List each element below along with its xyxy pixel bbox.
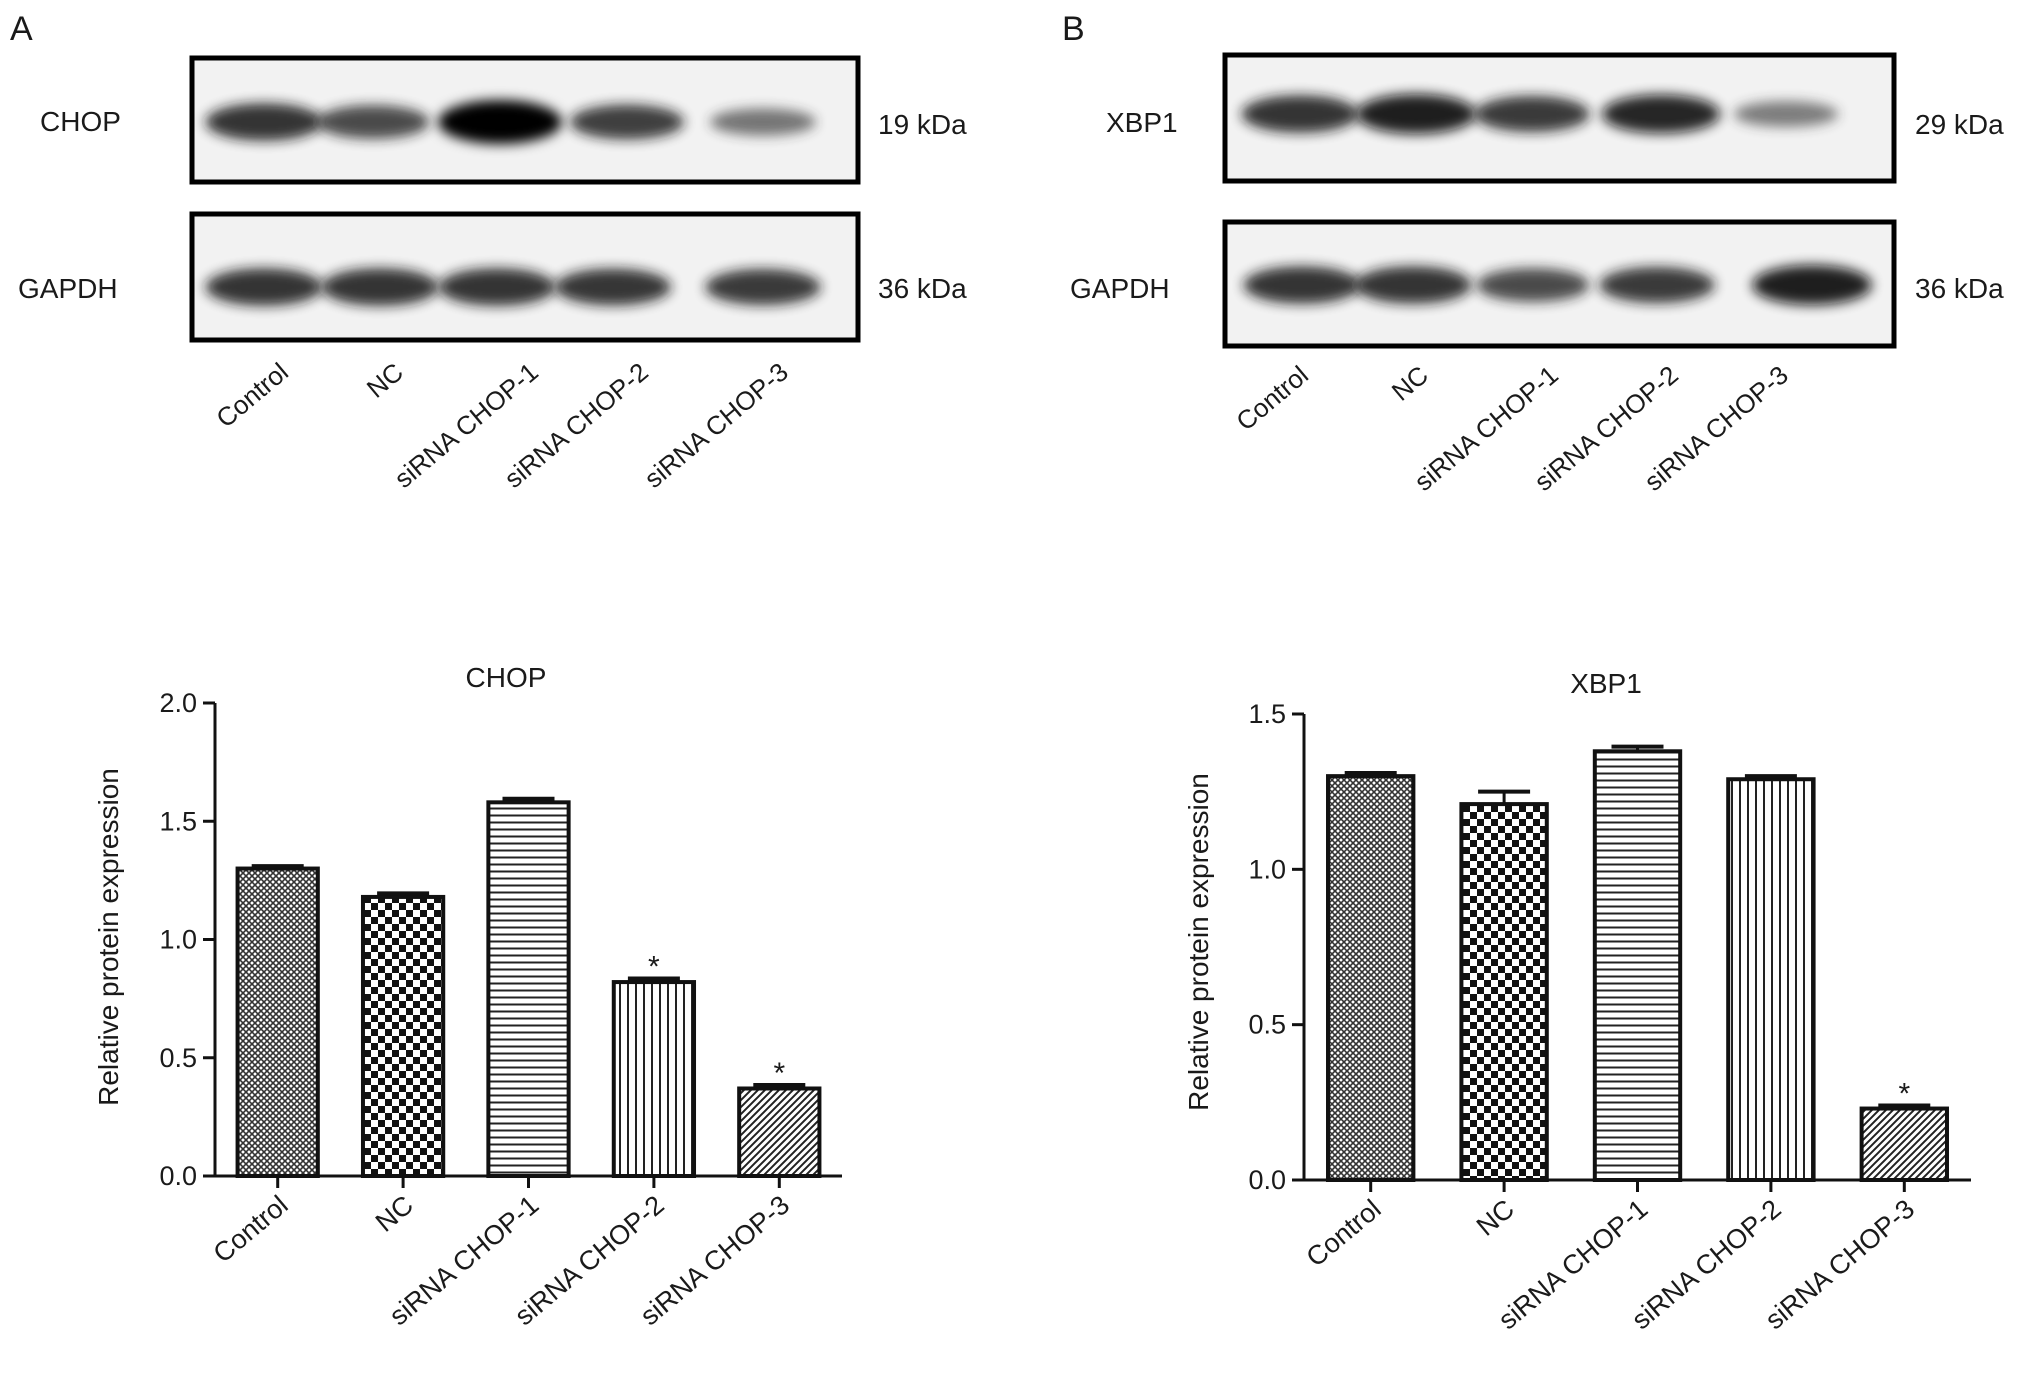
x-tick-label: Control xyxy=(208,1190,294,1269)
y-tick-label: 0.0 xyxy=(159,1161,197,1191)
gapdh-band xyxy=(205,268,323,306)
blot-panel-a: CHOP GAPDH 19 kDa 36 kDa Control NC siRNA … xyxy=(18,55,967,494)
y-tick-label: 0.5 xyxy=(159,1043,197,1073)
xbp1-band xyxy=(1356,93,1476,135)
chart-title: XBP1 xyxy=(1570,668,1642,699)
xbp1-band xyxy=(1241,95,1359,133)
blot-size-label: 19 kDa xyxy=(878,109,967,140)
bar xyxy=(235,866,320,1178)
xbp1-band xyxy=(1601,94,1721,134)
lane-label: NC xyxy=(361,357,409,404)
bar xyxy=(1326,774,1416,1183)
panel-letter-b: B xyxy=(1062,10,1085,48)
y-axis-label: Relative protein expression xyxy=(1183,773,1214,1111)
blot-protein-label: CHOP xyxy=(40,106,121,137)
blot-size-label: 36 kDa xyxy=(1915,273,2004,304)
y-tick-label: 1.5 xyxy=(159,806,197,836)
y-axis-label: Relative protein expression xyxy=(93,768,124,1106)
gapdh-band xyxy=(321,268,439,306)
bar xyxy=(737,1086,822,1178)
blot-protein-label: GAPDH xyxy=(18,273,118,304)
lane-label: siRNA CHOP-3 xyxy=(638,357,793,494)
y-tick-label: 1.0 xyxy=(1248,854,1286,884)
chop-band xyxy=(710,108,816,136)
bar xyxy=(1592,749,1683,1183)
y-tick-label: 0.0 xyxy=(1248,1165,1286,1195)
chop-band xyxy=(205,103,323,141)
lane-label: Control xyxy=(1230,360,1313,437)
gapdh-band xyxy=(1354,266,1472,304)
y-tick-label: 1.0 xyxy=(159,925,197,955)
xbp1-band xyxy=(1733,101,1839,127)
bar xyxy=(1859,1106,1949,1182)
gapdh-band xyxy=(1243,266,1361,304)
bar-chart-xbp1: XBP1 Relative protein expression 0.0 0.5 1… xyxy=(1183,668,1971,1335)
gapdh-band xyxy=(1476,268,1590,302)
bar xyxy=(360,894,446,1178)
significance-marker: * xyxy=(773,1057,785,1090)
blot-size-label: 36 kDa xyxy=(878,273,967,304)
xbp1-band xyxy=(1474,95,1590,133)
bar xyxy=(1726,777,1816,1182)
bar xyxy=(1459,802,1549,1182)
gapdh-band xyxy=(554,268,672,306)
significance-marker: * xyxy=(648,951,660,984)
gapdh-band xyxy=(1599,266,1715,304)
chop-band xyxy=(438,100,562,144)
gapdh-band xyxy=(705,268,821,306)
lane-label: Control xyxy=(210,357,293,434)
y-tick-label: 0.5 xyxy=(1248,1010,1286,1040)
blot-size-label: 29 kDa xyxy=(1915,109,2004,140)
blot-panel-b: XBP1 GAPDH 29 kDa 36 kDa Control NCsiRNA … xyxy=(1070,52,2004,497)
bar xyxy=(611,980,697,1178)
panel-letter-a: A xyxy=(10,10,33,48)
chop-band xyxy=(316,105,430,139)
bar-chart-chop: CHOP Relative protein expression 0.0 0.5 1… xyxy=(93,662,842,1331)
bar xyxy=(486,800,571,1179)
significance-marker: * xyxy=(1898,1077,1910,1110)
y-tick-label: 2.0 xyxy=(159,688,197,718)
chop-band xyxy=(569,104,685,140)
gapdh-band xyxy=(438,268,556,306)
gapdh-band xyxy=(1752,264,1872,306)
blot-protein-label: XBP1 xyxy=(1106,107,1178,138)
lane-label: NC xyxy=(1386,360,1434,407)
x-tick-label: NC xyxy=(1471,1194,1520,1242)
x-tick-label: NC xyxy=(370,1190,419,1238)
chart-title: CHOP xyxy=(466,662,547,693)
x-tick-label: Control xyxy=(1301,1194,1387,1273)
blot-protein-label: GAPDH xyxy=(1070,273,1170,304)
y-tick-label: 1.5 xyxy=(1248,699,1286,729)
